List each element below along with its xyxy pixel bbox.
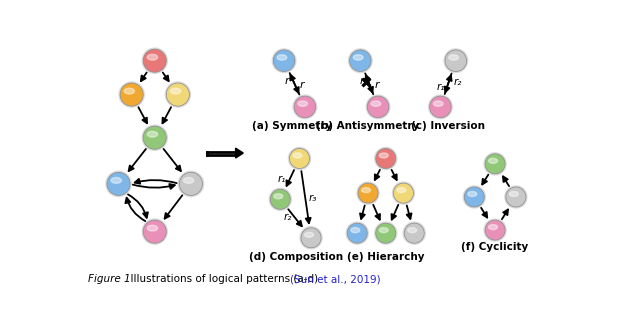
- Polygon shape: [236, 148, 243, 158]
- Ellipse shape: [380, 228, 388, 233]
- Ellipse shape: [357, 182, 380, 204]
- Text: (f) Cyclicity: (f) Cyclicity: [461, 242, 529, 252]
- Ellipse shape: [119, 82, 145, 107]
- Text: (c) Inversion: (c) Inversion: [411, 121, 485, 131]
- Ellipse shape: [293, 153, 302, 158]
- Ellipse shape: [349, 50, 371, 71]
- Text: Figure 1: Figure 1: [88, 274, 131, 284]
- Ellipse shape: [449, 55, 458, 60]
- Ellipse shape: [392, 182, 415, 204]
- Ellipse shape: [371, 101, 381, 106]
- Text: r: r: [374, 80, 380, 90]
- Ellipse shape: [463, 186, 486, 208]
- Text: (b) Antisymmetry: (b) Antisymmetry: [316, 121, 420, 131]
- Ellipse shape: [143, 220, 166, 243]
- Ellipse shape: [166, 83, 189, 106]
- Ellipse shape: [506, 187, 526, 207]
- Ellipse shape: [464, 187, 484, 207]
- Text: (a) Symmetry: (a) Symmetry: [252, 121, 333, 131]
- Text: (d) Composition: (d) Composition: [248, 252, 343, 262]
- Text: r₃: r₃: [308, 193, 317, 203]
- Ellipse shape: [408, 228, 417, 233]
- Ellipse shape: [273, 50, 295, 71]
- Ellipse shape: [270, 189, 291, 209]
- Ellipse shape: [445, 50, 467, 71]
- Text: (e) Hierarchy: (e) Hierarchy: [347, 252, 424, 262]
- Ellipse shape: [289, 148, 310, 169]
- Ellipse shape: [362, 188, 371, 193]
- Text: r: r: [299, 80, 304, 90]
- Ellipse shape: [272, 49, 296, 73]
- Ellipse shape: [485, 154, 505, 174]
- Ellipse shape: [274, 194, 283, 199]
- Text: ✖: ✖: [360, 76, 372, 91]
- Ellipse shape: [179, 172, 202, 195]
- Text: r₂: r₂: [284, 212, 292, 222]
- Ellipse shape: [346, 222, 369, 244]
- Ellipse shape: [111, 178, 122, 183]
- Ellipse shape: [351, 228, 360, 233]
- Text: (Sun et al., 2019): (Sun et al., 2019): [289, 274, 380, 284]
- Ellipse shape: [394, 183, 413, 203]
- Ellipse shape: [485, 220, 505, 240]
- Ellipse shape: [374, 222, 397, 244]
- Ellipse shape: [147, 131, 157, 137]
- Ellipse shape: [397, 188, 406, 193]
- Text: r₂: r₂: [453, 77, 461, 87]
- Ellipse shape: [178, 171, 204, 197]
- Ellipse shape: [484, 219, 506, 241]
- Polygon shape: [207, 152, 236, 155]
- Ellipse shape: [298, 101, 308, 106]
- Ellipse shape: [429, 95, 452, 119]
- Ellipse shape: [294, 96, 316, 118]
- Ellipse shape: [124, 88, 134, 94]
- Ellipse shape: [147, 225, 157, 231]
- Ellipse shape: [142, 219, 168, 244]
- Ellipse shape: [269, 188, 291, 211]
- Ellipse shape: [120, 83, 143, 106]
- Text: r₁: r₁: [436, 82, 445, 92]
- Ellipse shape: [488, 225, 497, 230]
- Ellipse shape: [358, 183, 378, 203]
- Ellipse shape: [300, 227, 322, 249]
- Ellipse shape: [403, 222, 426, 244]
- Ellipse shape: [305, 232, 314, 237]
- Ellipse shape: [143, 126, 166, 149]
- Ellipse shape: [353, 55, 363, 60]
- Text: r: r: [360, 76, 365, 86]
- Ellipse shape: [348, 223, 367, 243]
- Ellipse shape: [433, 101, 443, 106]
- Ellipse shape: [505, 186, 527, 208]
- Text: r: r: [285, 76, 289, 86]
- Ellipse shape: [277, 55, 287, 60]
- Ellipse shape: [165, 82, 191, 107]
- Ellipse shape: [488, 158, 497, 163]
- Ellipse shape: [380, 153, 388, 158]
- Ellipse shape: [301, 228, 321, 248]
- Ellipse shape: [429, 96, 451, 118]
- Ellipse shape: [376, 223, 396, 243]
- Ellipse shape: [106, 171, 131, 197]
- Ellipse shape: [404, 223, 424, 243]
- Ellipse shape: [374, 147, 397, 170]
- Ellipse shape: [366, 95, 390, 119]
- Ellipse shape: [367, 96, 389, 118]
- Ellipse shape: [147, 54, 157, 60]
- Ellipse shape: [107, 172, 130, 195]
- Ellipse shape: [468, 191, 477, 197]
- Ellipse shape: [376, 148, 396, 169]
- Ellipse shape: [143, 49, 166, 72]
- Ellipse shape: [293, 95, 317, 119]
- Ellipse shape: [348, 49, 372, 73]
- Ellipse shape: [509, 191, 518, 197]
- Text: r₁: r₁: [278, 174, 286, 184]
- Ellipse shape: [289, 147, 310, 170]
- Text: Illustrations of logical patterns (a-d): Illustrations of logical patterns (a-d): [124, 274, 321, 284]
- Ellipse shape: [484, 153, 506, 175]
- Ellipse shape: [444, 49, 468, 73]
- Ellipse shape: [184, 178, 194, 183]
- Ellipse shape: [142, 48, 168, 73]
- Ellipse shape: [142, 125, 168, 150]
- Ellipse shape: [170, 88, 180, 94]
